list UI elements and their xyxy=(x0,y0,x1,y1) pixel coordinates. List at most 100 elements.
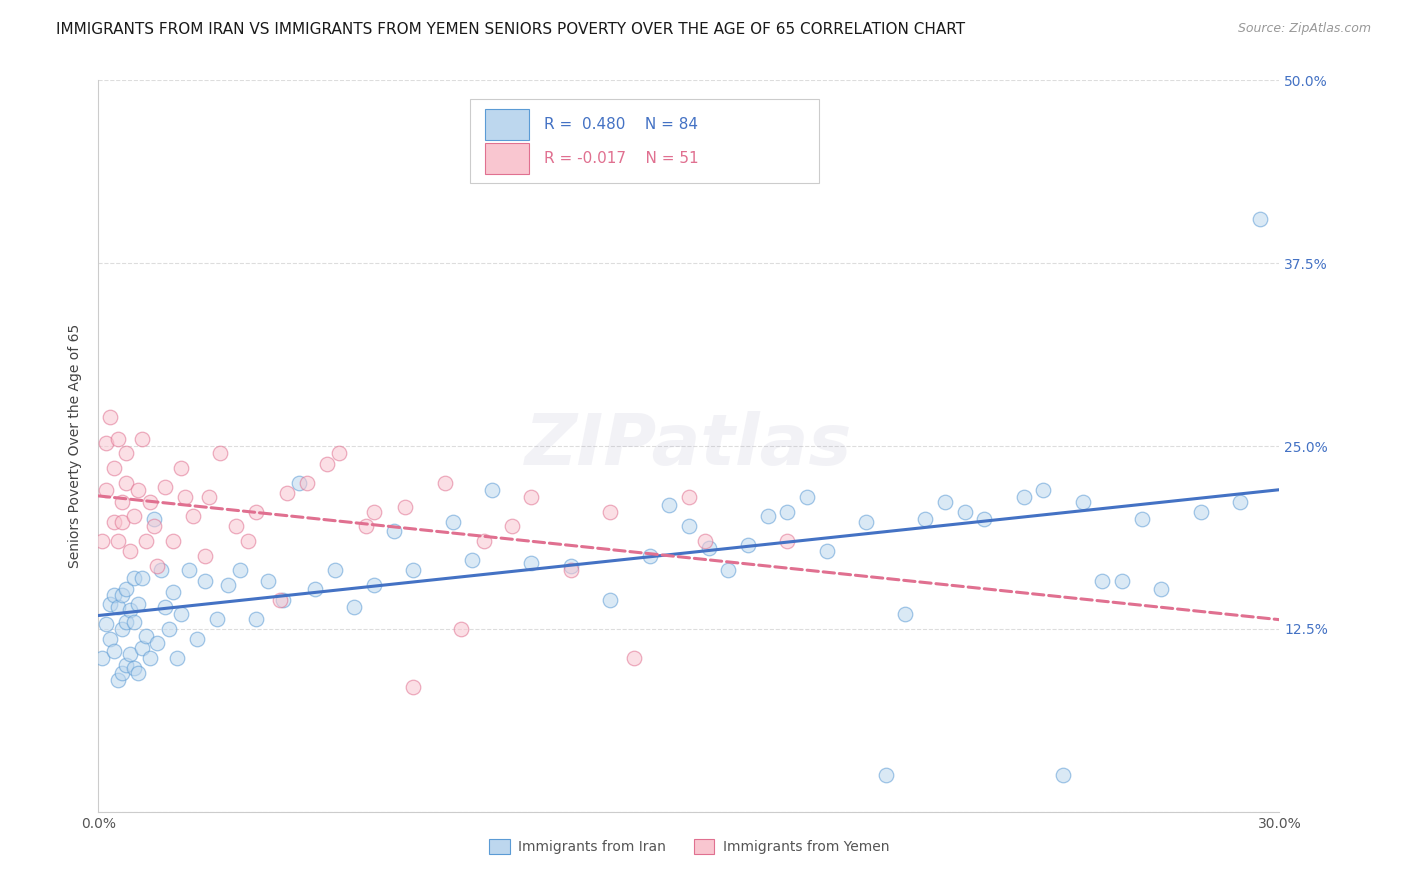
Point xyxy=(693,534,716,549)
Point xyxy=(697,541,720,556)
Point xyxy=(122,615,145,629)
Point xyxy=(96,483,118,497)
Point xyxy=(150,563,173,577)
Point xyxy=(678,519,700,533)
Point xyxy=(973,512,995,526)
Point xyxy=(98,632,121,646)
Point xyxy=(122,661,145,675)
Point xyxy=(115,582,138,597)
Point xyxy=(520,490,543,504)
Point xyxy=(776,534,799,549)
Point xyxy=(111,588,134,602)
Point xyxy=(135,629,157,643)
Point xyxy=(450,622,472,636)
Point xyxy=(623,651,645,665)
Point xyxy=(776,505,799,519)
Point xyxy=(295,475,318,490)
Point xyxy=(122,571,145,585)
Point xyxy=(103,461,125,475)
Point xyxy=(1189,505,1212,519)
Point xyxy=(209,446,232,460)
FancyBboxPatch shape xyxy=(471,99,818,183)
Point xyxy=(501,519,523,533)
Point xyxy=(177,563,200,577)
Point xyxy=(217,578,239,592)
Point xyxy=(402,681,425,695)
Point xyxy=(472,534,495,549)
Point xyxy=(288,475,311,490)
Point xyxy=(127,483,149,497)
Point xyxy=(638,549,661,563)
Point xyxy=(433,475,456,490)
Point xyxy=(107,599,129,614)
Point xyxy=(107,673,129,687)
Point xyxy=(131,432,153,446)
Point xyxy=(1091,574,1114,588)
Point xyxy=(756,509,779,524)
Text: R =  0.480    N = 84: R = 0.480 N = 84 xyxy=(544,117,697,132)
Point xyxy=(619,161,641,175)
Point xyxy=(343,599,366,614)
Point xyxy=(115,615,138,629)
Point xyxy=(115,446,138,460)
Point xyxy=(599,592,621,607)
Point xyxy=(560,563,582,577)
Point xyxy=(245,505,267,519)
Point xyxy=(103,644,125,658)
Point xyxy=(127,665,149,680)
Point xyxy=(142,512,165,526)
Point xyxy=(170,461,193,475)
Point xyxy=(111,494,134,508)
Point xyxy=(363,578,385,592)
Point xyxy=(737,539,759,553)
Point xyxy=(1150,582,1173,597)
Point xyxy=(166,651,188,665)
Point xyxy=(273,592,295,607)
Point xyxy=(315,457,337,471)
Point xyxy=(481,483,503,497)
Point xyxy=(170,607,193,622)
Point xyxy=(157,622,180,636)
Point xyxy=(138,494,160,508)
Point xyxy=(1249,212,1271,227)
Point xyxy=(229,563,252,577)
Point xyxy=(304,582,326,597)
Point xyxy=(138,651,160,665)
Point xyxy=(855,515,877,529)
Point xyxy=(363,505,385,519)
Text: R = -0.017    N = 51: R = -0.017 N = 51 xyxy=(544,151,699,166)
Point xyxy=(194,549,217,563)
Point xyxy=(269,592,291,607)
Point xyxy=(96,617,118,632)
Point xyxy=(1032,483,1054,497)
Point xyxy=(111,622,134,636)
Point xyxy=(142,519,165,533)
Point xyxy=(107,534,129,549)
Y-axis label: Seniors Poverty Over the Age of 65: Seniors Poverty Over the Age of 65 xyxy=(67,324,82,568)
Point xyxy=(122,509,145,524)
Point xyxy=(678,490,700,504)
Point xyxy=(131,640,153,655)
Text: Source: ZipAtlas.com: Source: ZipAtlas.com xyxy=(1237,22,1371,36)
Point xyxy=(1111,574,1133,588)
Point xyxy=(174,490,197,504)
Point xyxy=(103,588,125,602)
Text: ZIPatlas: ZIPatlas xyxy=(526,411,852,481)
Point xyxy=(111,665,134,680)
Point xyxy=(328,446,350,460)
Legend: Immigrants from Iran, Immigrants from Yemen: Immigrants from Iran, Immigrants from Ye… xyxy=(484,834,894,860)
Point xyxy=(98,409,121,424)
Point xyxy=(815,544,838,558)
Point xyxy=(894,607,917,622)
Point xyxy=(875,768,897,782)
Point xyxy=(98,597,121,611)
Point xyxy=(1071,494,1094,508)
Point xyxy=(276,485,298,500)
Point xyxy=(1052,768,1074,782)
Point xyxy=(115,475,138,490)
Point xyxy=(155,480,177,494)
Text: IMMIGRANTS FROM IRAN VS IMMIGRANTS FROM YEMEN SENIORS POVERTY OVER THE AGE OF 65: IMMIGRANTS FROM IRAN VS IMMIGRANTS FROM … xyxy=(56,22,966,37)
Point xyxy=(205,612,228,626)
Point xyxy=(118,647,141,661)
Point xyxy=(382,524,405,538)
